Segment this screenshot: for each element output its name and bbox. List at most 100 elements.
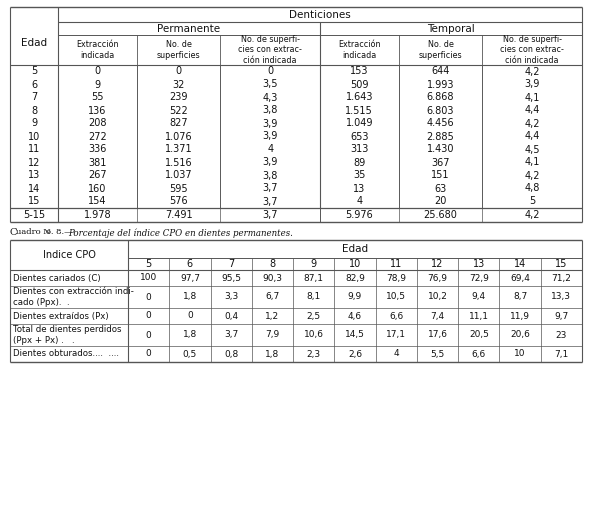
Text: 17,1: 17,1 [386, 330, 406, 339]
Text: 4,4: 4,4 [525, 105, 540, 115]
Text: 3,9: 3,9 [262, 132, 278, 142]
Text: 827: 827 [169, 119, 188, 129]
Text: 0: 0 [94, 66, 101, 76]
Text: 0: 0 [267, 66, 274, 76]
Text: 2.885: 2.885 [427, 132, 455, 142]
Text: 4,6: 4,6 [348, 311, 362, 320]
Text: 10: 10 [349, 259, 361, 269]
Text: 160: 160 [88, 183, 107, 193]
Text: 4,2: 4,2 [525, 66, 540, 76]
Text: 1.643: 1.643 [346, 93, 373, 102]
Text: No. de
superficies: No. de superficies [419, 40, 462, 60]
Text: 0: 0 [146, 292, 152, 301]
Text: 0: 0 [146, 349, 152, 358]
Text: 4.456: 4.456 [427, 119, 454, 129]
Text: 55: 55 [91, 93, 104, 102]
Text: 3,7: 3,7 [262, 197, 278, 207]
Text: 4,1: 4,1 [525, 158, 540, 168]
Text: No. de superfi-
cies con extrac-
ción indicada: No. de superfi- cies con extrac- ción in… [239, 35, 302, 65]
Text: 336: 336 [88, 144, 107, 154]
Text: 5: 5 [146, 259, 152, 269]
Text: 15: 15 [555, 259, 568, 269]
Text: 4: 4 [356, 197, 362, 207]
Text: 6.803: 6.803 [427, 105, 454, 115]
Text: o. 8.—: o. 8.— [46, 228, 72, 236]
Text: 0: 0 [175, 66, 182, 76]
Text: 63: 63 [435, 183, 446, 193]
Text: 12: 12 [28, 158, 40, 168]
Text: 97,7: 97,7 [180, 274, 200, 282]
Text: 3,9: 3,9 [525, 80, 540, 90]
Text: 367: 367 [431, 158, 450, 168]
Text: 1.076: 1.076 [165, 132, 192, 142]
Text: 69,4: 69,4 [510, 274, 530, 282]
Text: 90,3: 90,3 [262, 274, 282, 282]
Text: 14: 14 [514, 259, 526, 269]
Text: Permanente: Permanente [157, 24, 221, 34]
Text: 1.430: 1.430 [427, 144, 454, 154]
Text: 2,3: 2,3 [307, 349, 321, 358]
Text: Dientes obturados....  ....: Dientes obturados.... .... [13, 349, 119, 358]
Text: 4,5: 4,5 [525, 144, 540, 154]
Text: 14,5: 14,5 [345, 330, 365, 339]
Text: 381: 381 [88, 158, 107, 168]
Text: Edad: Edad [342, 244, 368, 254]
Text: 10,5: 10,5 [386, 292, 406, 301]
Text: 13: 13 [472, 259, 485, 269]
Text: 1.371: 1.371 [165, 144, 192, 154]
Text: 3,9: 3,9 [262, 119, 278, 129]
Text: 9: 9 [31, 119, 37, 129]
Text: 272: 272 [88, 132, 107, 142]
Text: 89: 89 [353, 158, 365, 168]
Text: 35: 35 [353, 171, 365, 181]
Text: 3,8: 3,8 [262, 105, 278, 115]
Text: 15: 15 [28, 197, 40, 207]
Text: 20,6: 20,6 [510, 330, 530, 339]
Text: 6,7: 6,7 [265, 292, 279, 301]
Text: 13: 13 [28, 171, 40, 181]
Text: 8,1: 8,1 [307, 292, 321, 301]
Text: 4,2: 4,2 [525, 119, 540, 129]
Text: 7,1: 7,1 [554, 349, 568, 358]
Text: 1,8: 1,8 [265, 349, 279, 358]
Text: 100: 100 [140, 274, 157, 282]
Text: 6,6: 6,6 [389, 311, 403, 320]
Text: 17,6: 17,6 [427, 330, 448, 339]
Text: 5-15: 5-15 [23, 210, 45, 220]
Text: 151: 151 [431, 171, 450, 181]
Text: 10: 10 [514, 349, 526, 358]
Text: 9: 9 [311, 259, 317, 269]
Text: 20: 20 [435, 197, 447, 207]
Text: 2,5: 2,5 [307, 311, 321, 320]
Text: 3,8: 3,8 [262, 171, 278, 181]
Text: 6: 6 [31, 80, 37, 90]
Text: 1.037: 1.037 [165, 171, 192, 181]
Text: 4,2: 4,2 [525, 210, 540, 220]
Text: 0,5: 0,5 [183, 349, 197, 358]
Text: 95,5: 95,5 [221, 274, 241, 282]
Text: 1.993: 1.993 [427, 80, 454, 90]
Text: No. de
superficies: No. de superficies [157, 40, 200, 60]
Text: 6: 6 [187, 259, 193, 269]
Text: 20,5: 20,5 [469, 330, 489, 339]
Text: 154: 154 [88, 197, 107, 207]
Text: 8,7: 8,7 [513, 292, 527, 301]
Text: 6,6: 6,6 [472, 349, 486, 358]
Text: 8: 8 [31, 105, 37, 115]
Text: Temporal: Temporal [427, 24, 475, 34]
Text: 3,5: 3,5 [262, 80, 278, 90]
Text: 72,9: 72,9 [469, 274, 489, 282]
Text: 4: 4 [394, 349, 399, 358]
Text: 7: 7 [228, 259, 234, 269]
Text: 239: 239 [169, 93, 188, 102]
Text: 208: 208 [88, 119, 107, 129]
Text: 11,9: 11,9 [510, 311, 530, 320]
Text: 7.491: 7.491 [165, 210, 192, 220]
Text: 1.515: 1.515 [345, 105, 373, 115]
Text: 6.868: 6.868 [427, 93, 454, 102]
Text: 267: 267 [88, 171, 107, 181]
Text: 9: 9 [94, 80, 101, 90]
Text: 4,3: 4,3 [262, 93, 278, 102]
Text: 9,9: 9,9 [348, 292, 362, 301]
Text: 11,1: 11,1 [469, 311, 489, 320]
